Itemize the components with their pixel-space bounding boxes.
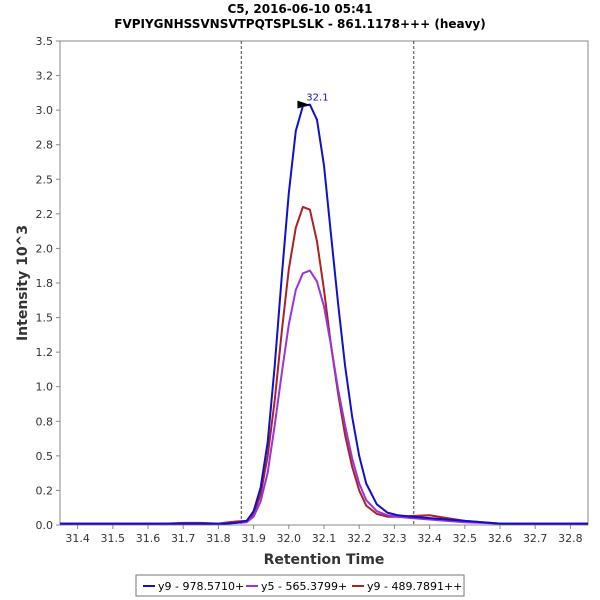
y-tick-label: 0.8 [36,415,54,428]
y-tick-label: 0.2 [36,484,54,497]
x-tick-label: 32.0 [277,532,302,545]
y-tick-label: 3.5 [36,35,54,48]
x-tick-label: 32.7 [523,532,548,545]
y-tick-label: 2.8 [36,139,54,152]
y-tick-label: 3.2 [36,70,54,83]
y-tick-label: 1.2 [36,346,54,359]
integration-bounds [240,41,415,525]
y-tick-label: 2.5 [36,173,54,186]
x-tick-label: 31.4 [65,532,90,545]
x-tick-label: 32.2 [347,532,372,545]
chart-title: C5, 2016-06-10 05:41 [227,2,372,16]
x-tick-label: 32.1 [312,532,337,545]
y-tick-label: 0.0 [36,519,54,532]
y-tick-label: 3.0 [36,104,54,117]
x-tick-label: 31.9 [241,532,266,545]
x-tick-label: 32.8 [558,532,583,545]
x-axis: 31.4 31.5 31.6 31.7 31.8 31.9 32.0 32.1 32.2 32.3… [65,525,583,545]
x-tick-label: 31.7 [171,532,196,545]
series-line-0 [60,103,588,525]
x-axis-title: Retention Time [264,552,385,568]
x-tick-label: 31.6 [136,532,161,545]
y-tick-label: 2.0 [36,242,54,255]
legend: y9 - 978.5710+ y5 - 565.3799+ y9 - 489.789… [135,574,465,597]
x-tick-label: 32.6 [488,532,513,545]
x-tick-label: 32.3 [382,532,407,545]
y-tick-label: 2.2 [36,208,54,221]
legend-box [135,574,465,597]
y-tick-label: 1.5 [36,312,54,325]
y-axis-title: Intensity 10^3 [15,225,31,341]
series-layer [60,103,588,525]
chart-subtitle: FVPIYGNHSSVNSVTPQTSPLSLK - 861.1178+++ (… [114,17,486,31]
series-line-2 [60,205,588,525]
x-tick-label: 31.8 [206,532,231,545]
y-axis: 0.0 0.2 0.5 0.8 1.0 1.2 1.5 1.8 2.0 2.2 2.5 2.8 3.0 3… [36,35,60,532]
x-tick-label: 31.5 [101,532,126,545]
x-tick-label: 32.5 [453,532,478,545]
y-tick-label: 1.0 [36,381,54,394]
y-tick-label: 0.5 [36,450,54,463]
x-tick-label: 32.4 [417,532,442,545]
y-tick-label: 1.8 [36,277,54,290]
legend-label-2: y9 - 489.7891++ [367,580,462,593]
legend-label-1: y5 - 565.3799+ [261,580,347,593]
legend-label-0: y9 - 978.5710+ [158,580,244,593]
peak-label: 32.1 [306,93,328,104]
peak-annotation-layer: 32.1 [297,93,329,109]
